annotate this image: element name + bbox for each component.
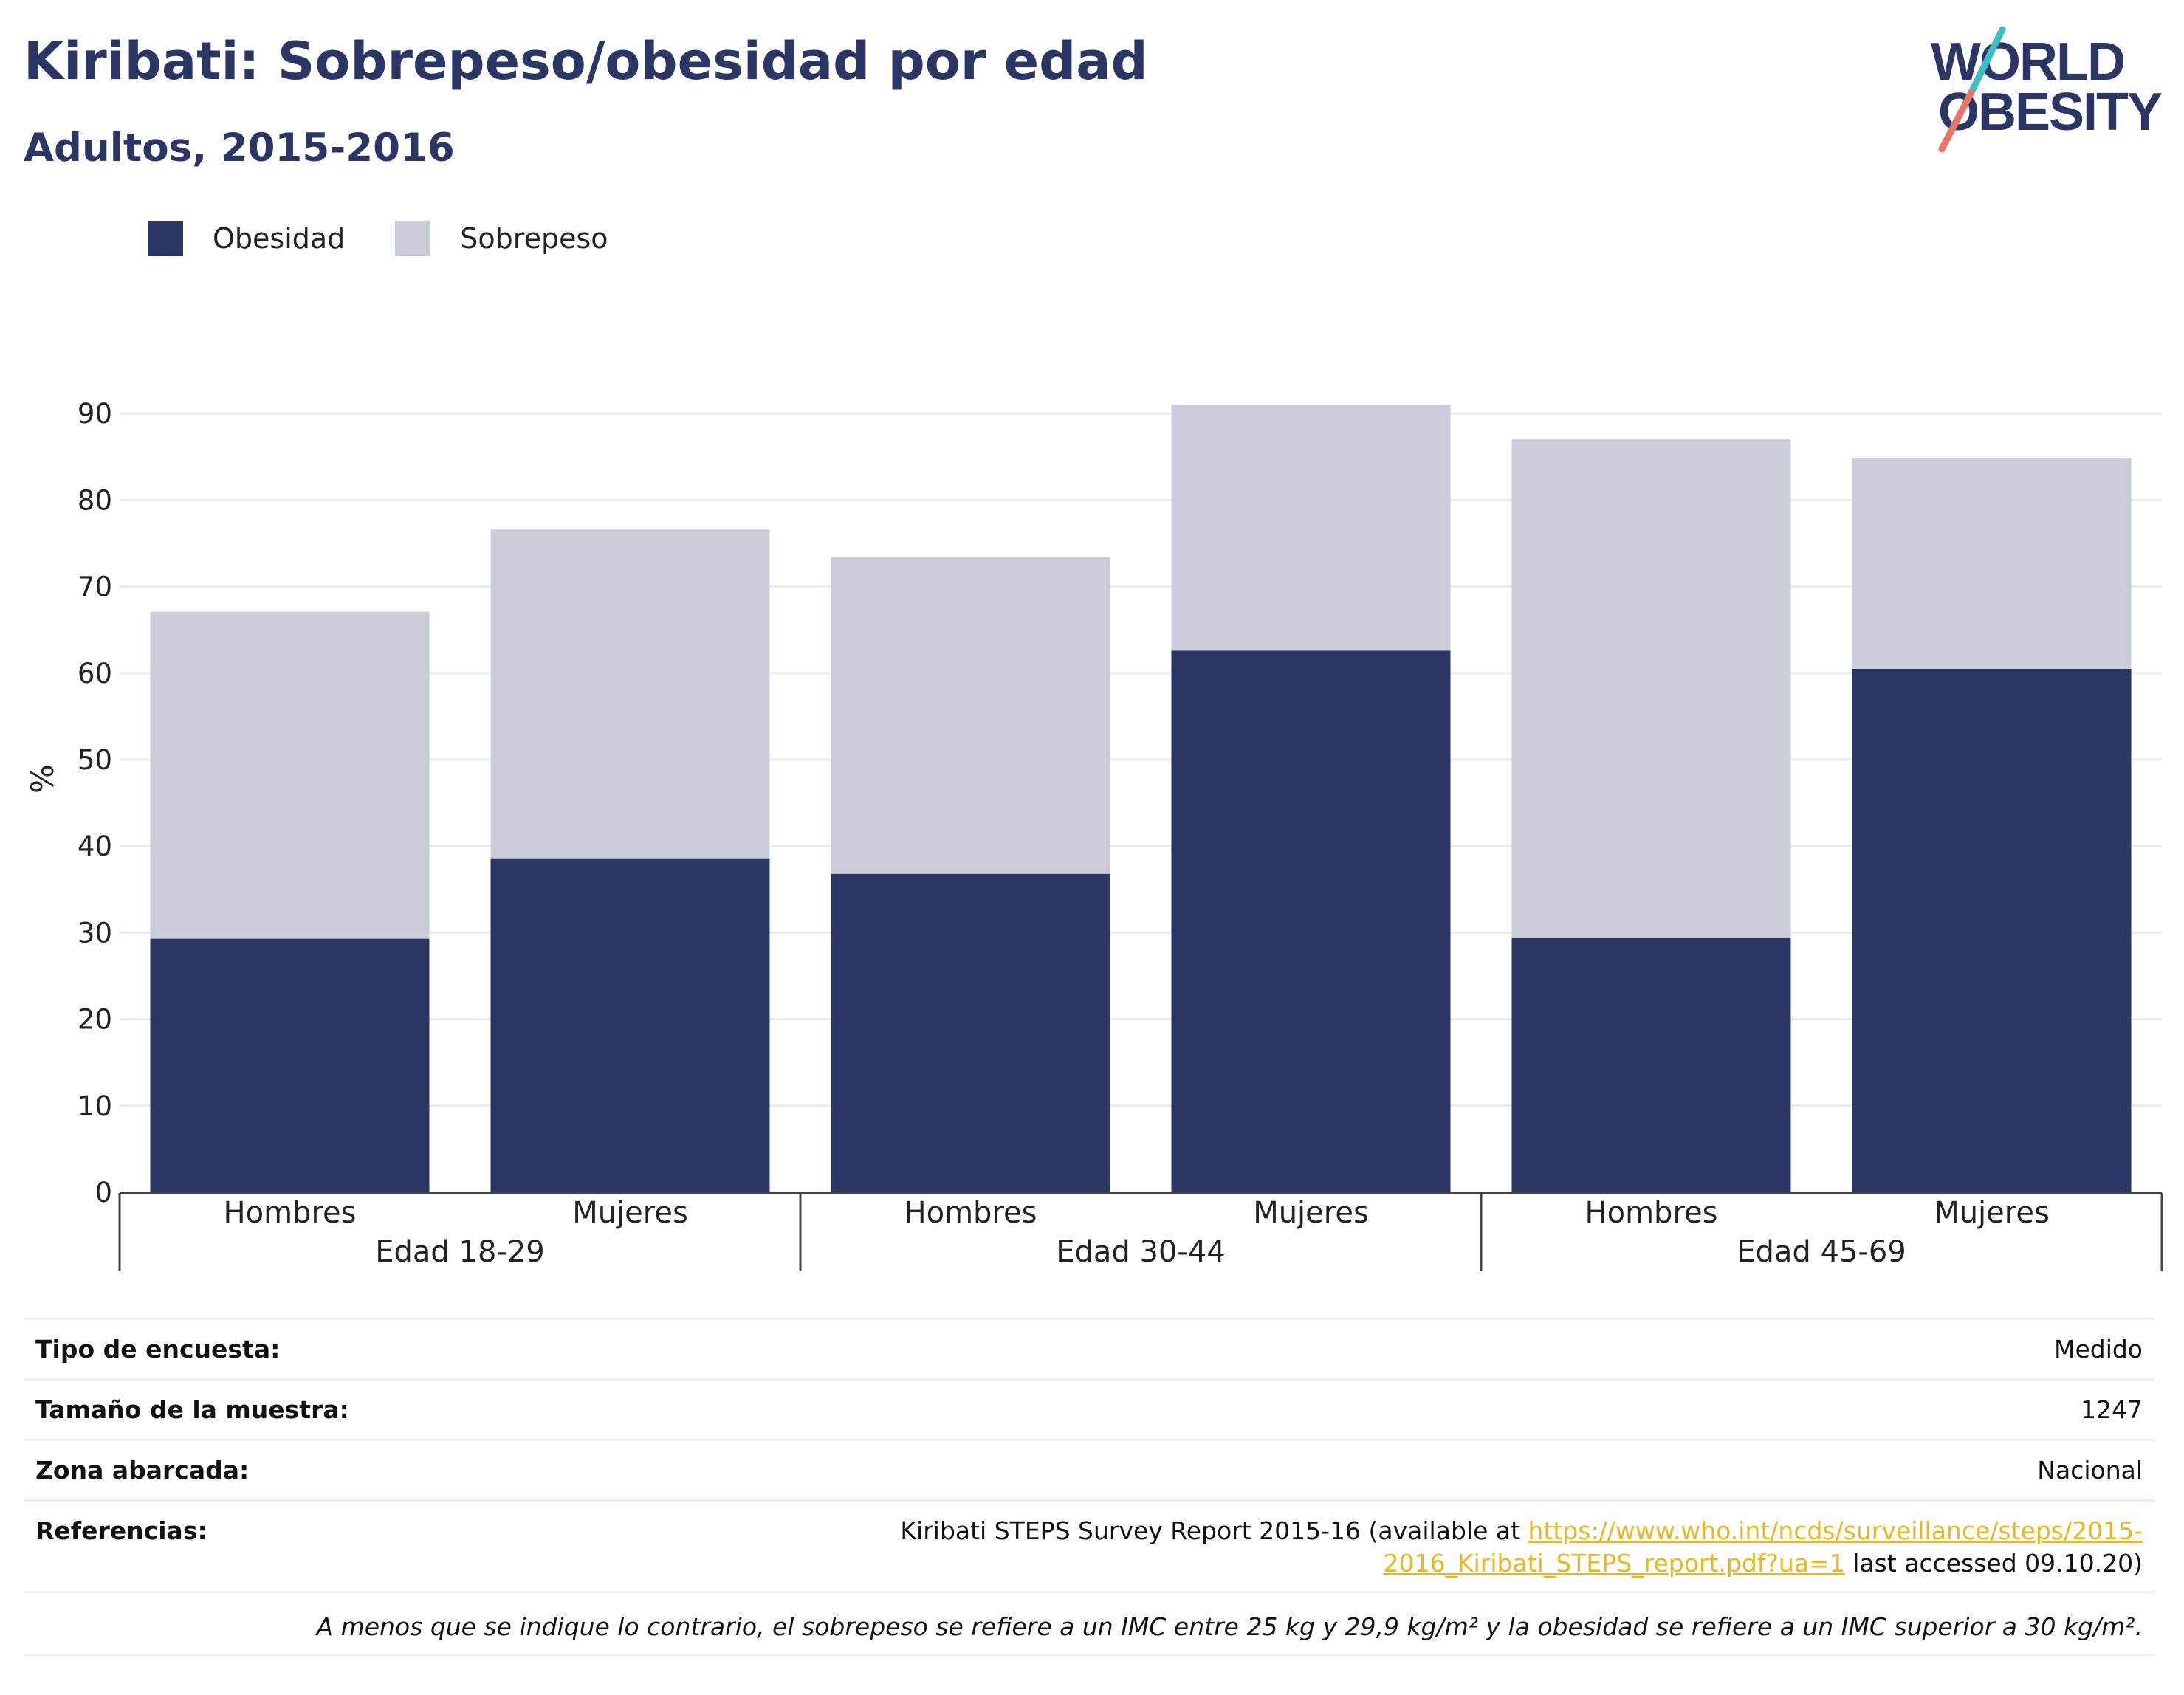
bar-sobrepeso (1852, 458, 2132, 669)
sample-size-label: Tamaño de la muestra: (35, 1395, 349, 1424)
x-tick-label: Hombres (224, 1196, 357, 1230)
bar-obesidad (831, 873, 1110, 1192)
y-tick-label: 80 (78, 484, 112, 516)
y-tick-label: 70 (78, 571, 112, 603)
sample-size-value: 1247 (2081, 1395, 2143, 1424)
legend-swatch-sobrepeso (395, 221, 431, 256)
area-value: Nacional (2037, 1456, 2143, 1485)
bar-sobrepeso (831, 557, 1110, 874)
bar-obesidad (490, 858, 770, 1192)
bar-obesidad (1852, 668, 2132, 1192)
info-row-references: Referencias: Kiribati STEPS Survey Repor… (24, 1499, 2154, 1591)
world-obesity-logo: WORLD OBESITY (1931, 26, 2163, 153)
info-row-survey-type: Tipo de encuesta: Medido (24, 1318, 2154, 1378)
reference-text-prefix: Kiribati STEPS Survey Report 2015-16 (av… (900, 1516, 1528, 1545)
survey-info-table: Tipo de encuesta: Medido Tamaño de la mu… (24, 1318, 2154, 1656)
page-subtitle: Adultos, 2015-2016 (24, 126, 455, 171)
reference-link-line2[interactable]: 2016_Kiribati_STEPS_report.pdf?ua=1 (1383, 1549, 1845, 1578)
info-row-sample-size: Tamaño de la muestra: 1247 (24, 1378, 2154, 1439)
bar-sobrepeso (150, 611, 430, 939)
x-group-label: Edad 30-44 (1056, 1235, 1226, 1269)
legend-swatch-obesidad (148, 221, 183, 256)
x-group-label: Edad 45-69 (1737, 1235, 1906, 1269)
y-tick-label: 60 (78, 658, 112, 690)
reference-link-line1[interactable]: https://www.who.int/ncds/surveillance/st… (1528, 1516, 2143, 1545)
y-tick-label: 40 (78, 831, 112, 862)
legend-item-sobrepeso: Sobrepeso (395, 221, 608, 256)
x-tick-label: Hombres (1585, 1196, 1718, 1230)
bar-sobrepeso (1511, 439, 1791, 938)
bar-obesidad (150, 938, 430, 1192)
y-tick-label: 0 (95, 1177, 112, 1208)
legend-label-obesidad: Obesidad (213, 222, 346, 255)
y-tick-label: 30 (78, 917, 112, 949)
y-tick-label: 50 (78, 744, 112, 776)
x-tick-label: Mujeres (572, 1196, 688, 1230)
y-tick-label: 20 (78, 1004, 112, 1036)
area-label: Zona abarcada: (35, 1456, 250, 1485)
bar-sobrepeso (490, 529, 770, 859)
page-title: Kiribati: Sobrepeso/obesidad por edad (24, 31, 1148, 92)
bar-sobrepeso (1171, 405, 1451, 651)
info-row-area: Zona abarcada: Nacional (24, 1439, 2154, 1499)
x-group-label: Edad 18-29 (375, 1235, 545, 1269)
stacked-bar-chart: 0 10 20 30 40 50 60 70 80 90% Hombres Mujeres Hombre… (24, 398, 2163, 1271)
x-tick-label: Mujeres (1934, 1196, 2050, 1230)
x-tick-label: Mujeres (1253, 1196, 1369, 1230)
x-tick-label: Hombres (904, 1196, 1037, 1230)
reference-text-suffix: last accessed 09.10.20) (1844, 1549, 2143, 1578)
bar-obesidad (1171, 650, 1451, 1192)
y-axis-label: % (24, 764, 61, 794)
svg-text:WORLD: WORLD (1931, 32, 2124, 92)
legend-item-obesidad: Obesidad (148, 221, 345, 256)
svg-text:OBESITY: OBESITY (1938, 83, 2162, 142)
survey-type-label: Tipo de encuesta: (35, 1335, 281, 1364)
y-tick-label: 10 (78, 1090, 112, 1122)
chart-legend: Obesidad Sobrepeso (148, 220, 659, 257)
references-label: Referencias: (35, 1516, 207, 1545)
legend-label-sobrepeso: Sobrepeso (460, 222, 608, 255)
references-value: Kiribati STEPS Survey Report 2015-16 (av… (900, 1515, 2143, 1580)
bar-obesidad (1511, 938, 1791, 1192)
survey-type-value: Medido (2053, 1335, 2143, 1364)
y-tick-label: 90 (78, 398, 112, 430)
definition-note: A menos que se indique lo contrario, el … (24, 1591, 2154, 1656)
